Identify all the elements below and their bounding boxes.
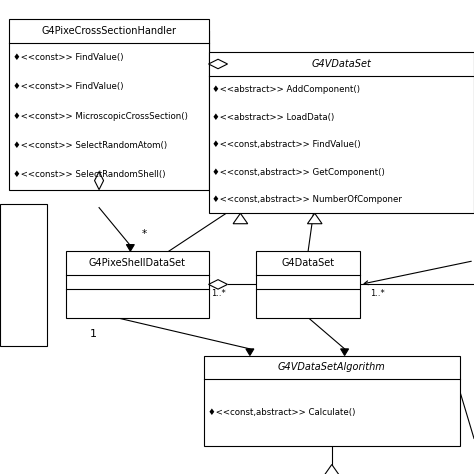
Text: ♦<<const,abstract>> Calculate(): ♦<<const,abstract>> Calculate() — [208, 408, 355, 417]
Polygon shape — [127, 245, 134, 251]
Text: ♦<<const>> FindValue(): ♦<<const>> FindValue() — [13, 53, 124, 62]
Text: ♦<<const>> MicroscopicCrossSection(): ♦<<const>> MicroscopicCrossSection() — [13, 112, 188, 120]
Text: ♦<<const>> SelectRandomAtom(): ♦<<const>> SelectRandomAtom() — [13, 141, 167, 150]
Polygon shape — [325, 465, 339, 474]
Text: ♦<<const,abstract>> FindValue(): ♦<<const,abstract>> FindValue() — [212, 140, 361, 149]
Bar — [0, 204, 47, 346]
Text: ♦<<abstract>> AddComponent(): ♦<<abstract>> AddComponent() — [212, 85, 360, 94]
Text: *: * — [142, 229, 147, 239]
Bar — [66, 251, 209, 318]
Text: 1: 1 — [90, 328, 97, 338]
Text: ♦<<abstract>> LoadData(): ♦<<abstract>> LoadData() — [212, 113, 335, 121]
Polygon shape — [246, 349, 254, 356]
Text: G4VDataSet: G4VDataSet — [311, 59, 371, 69]
Polygon shape — [341, 349, 348, 356]
Text: G4VDataSetAlgorithm: G4VDataSetAlgorithm — [278, 362, 386, 373]
Text: G4PixeCrossSectionHandler: G4PixeCrossSectionHandler — [42, 26, 176, 36]
Text: ♦<<const,abstract>> NumberOfComponer: ♦<<const,abstract>> NumberOfComponer — [212, 195, 402, 204]
Text: G4PixeShellDataSet: G4PixeShellDataSet — [89, 258, 186, 268]
Polygon shape — [308, 213, 322, 224]
Bar — [256, 251, 360, 318]
Text: ♦<<const>> SelectRandomShell(): ♦<<const>> SelectRandomShell() — [13, 171, 166, 179]
Text: ♦<<const,abstract>> GetComponent(): ♦<<const,abstract>> GetComponent() — [212, 168, 385, 176]
Text: G4DataSet: G4DataSet — [282, 258, 335, 268]
Text: 1..*: 1..* — [211, 289, 226, 298]
Bar — [204, 356, 460, 446]
Polygon shape — [233, 213, 248, 224]
Text: 1..*: 1..* — [370, 289, 384, 298]
Bar — [9, 19, 209, 190]
Text: ♦<<const>> FindValue(): ♦<<const>> FindValue() — [13, 82, 124, 91]
Bar — [209, 52, 474, 213]
